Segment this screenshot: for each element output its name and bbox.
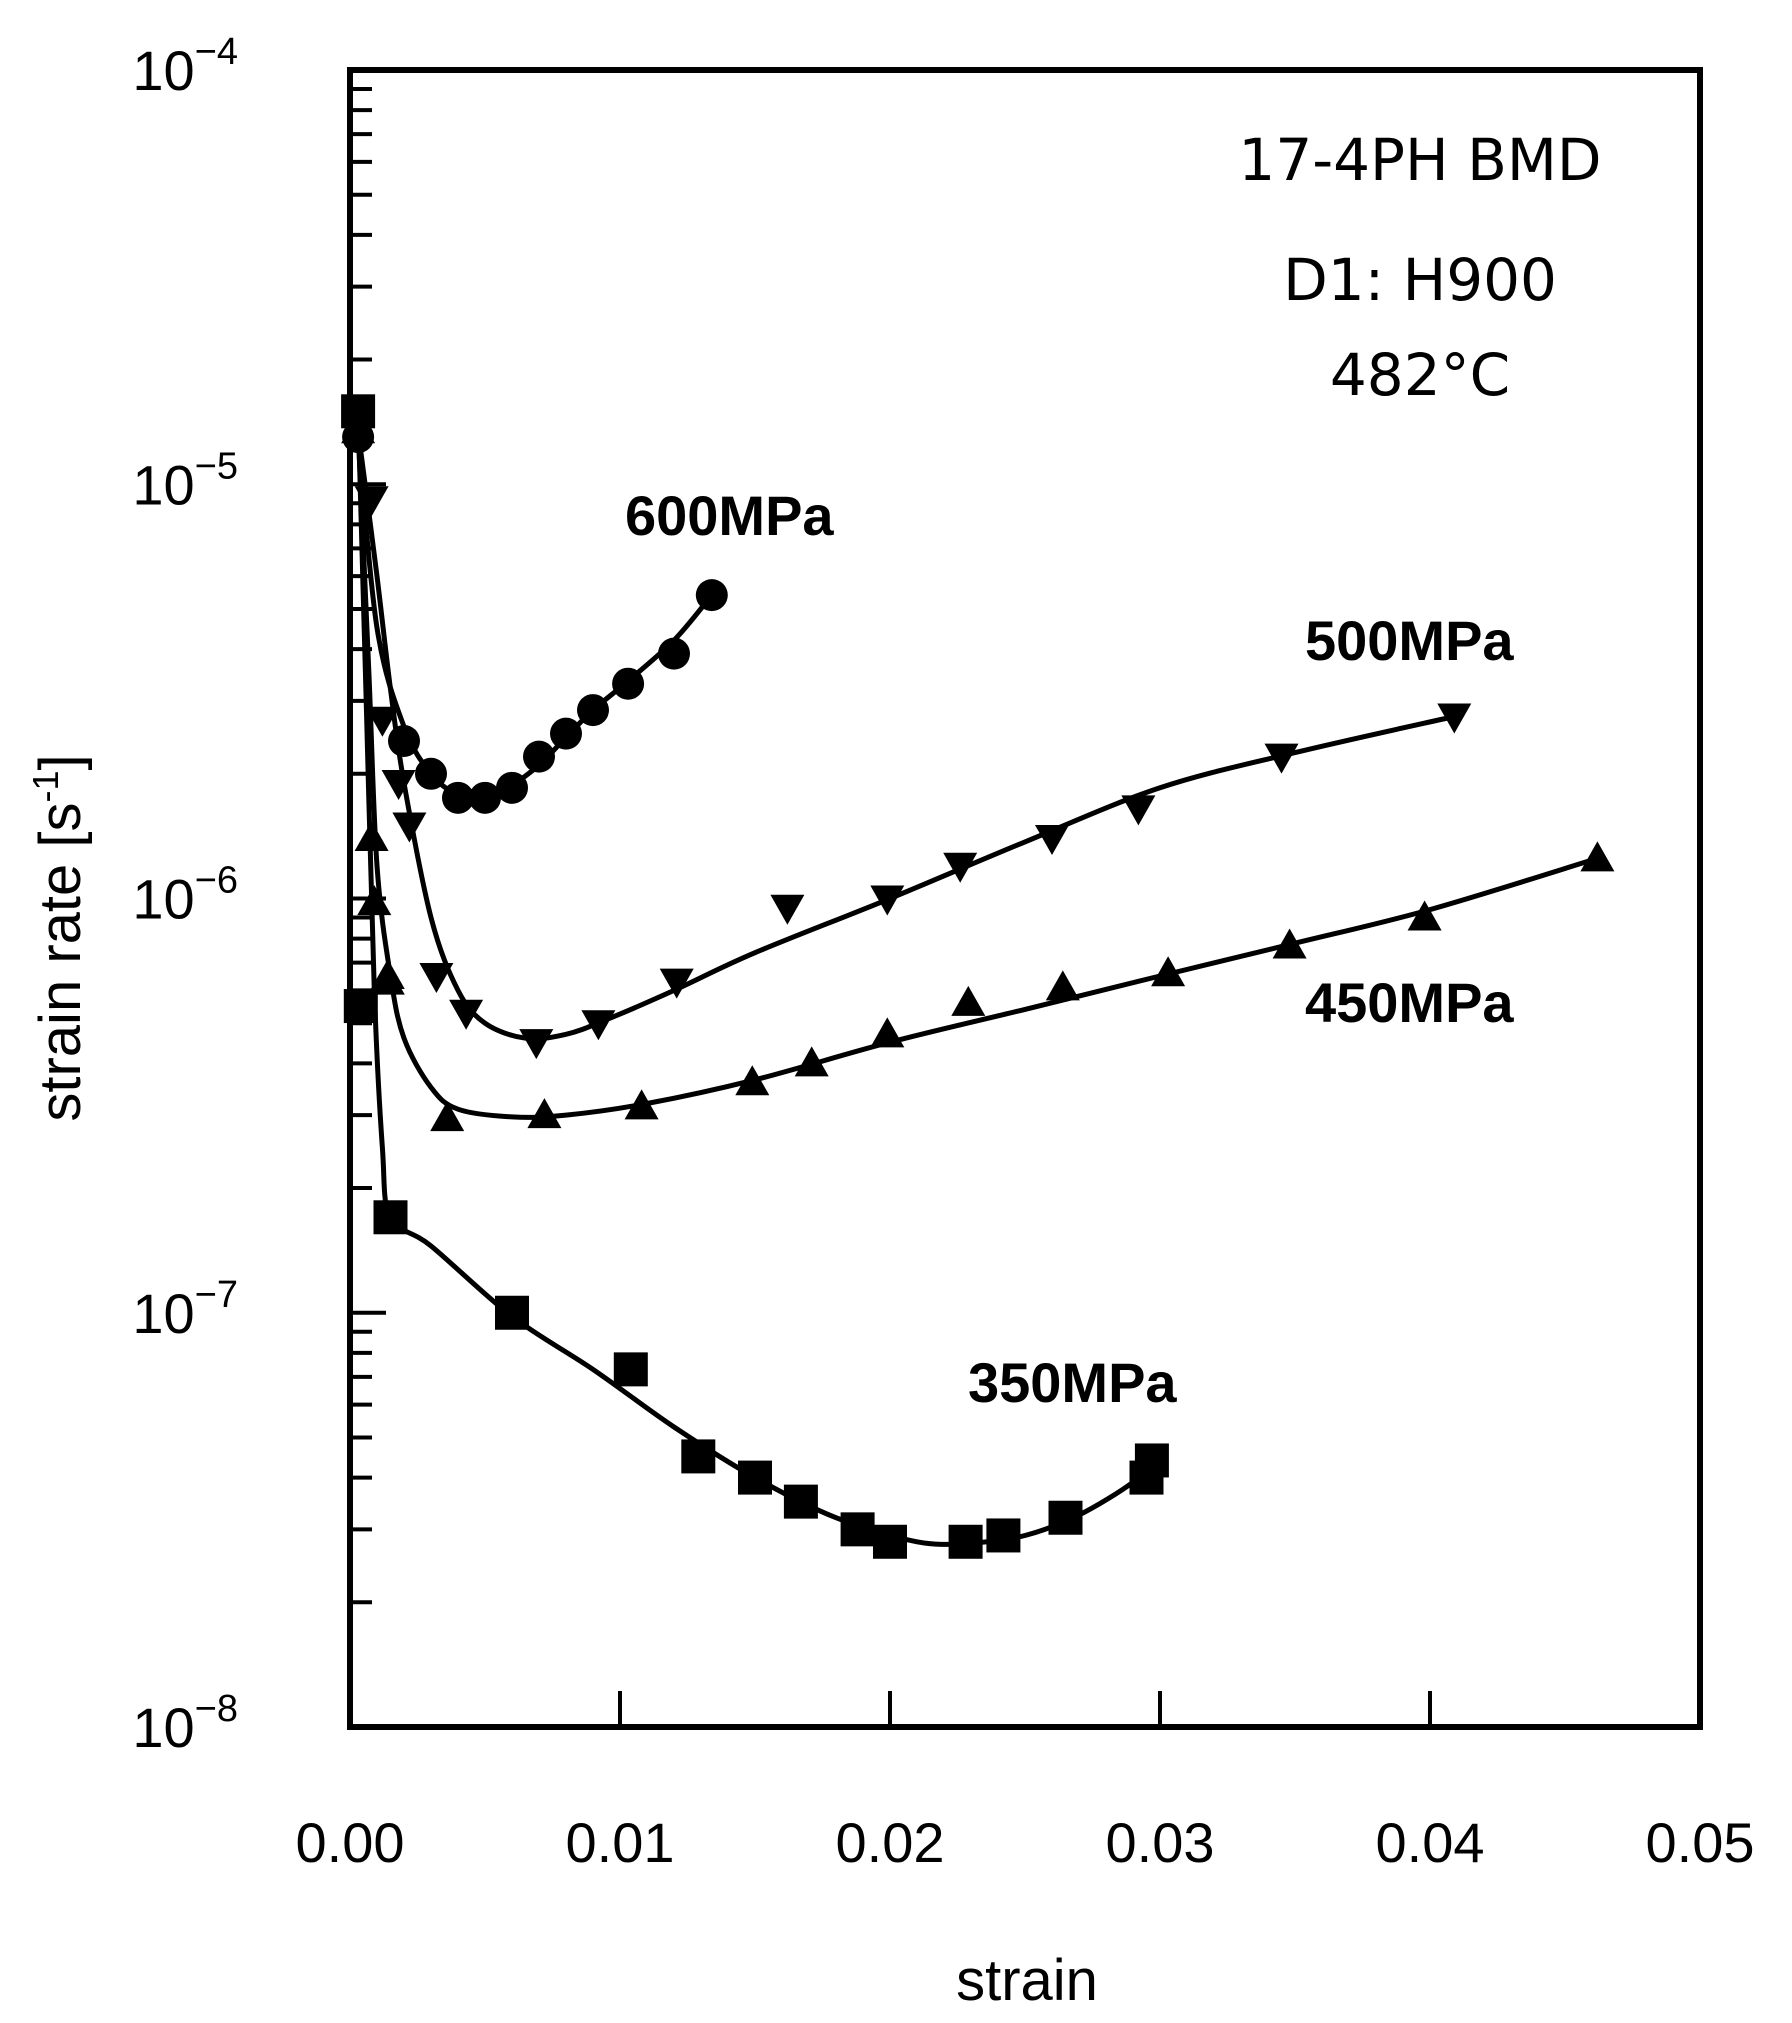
- series-label-600mpa: 600MPa: [625, 484, 834, 547]
- y-tick-base: 10: [132, 39, 194, 102]
- point-450mpa: [735, 1065, 770, 1096]
- point-500mpa: [770, 894, 805, 925]
- point-500mpa: [1264, 743, 1299, 774]
- curve-450mpa: [355, 430, 1599, 1120]
- axis-ticks: [348, 86, 1702, 1729]
- y-tick-base: 10: [132, 1282, 194, 1345]
- point-350mpa: [495, 1295, 529, 1330]
- point-350mpa: [948, 1524, 983, 1559]
- point-450mpa: [1580, 841, 1615, 872]
- y-tick-label: 10−4: [132, 31, 238, 102]
- y-tick-base: 10: [132, 868, 194, 931]
- point-600mpa: [388, 724, 420, 757]
- point-500mpa: [943, 852, 978, 883]
- x-tick-label: 0.04: [1376, 1811, 1485, 1874]
- point-350mpa: [373, 1200, 408, 1235]
- point-350mpa: [613, 1352, 648, 1387]
- point-350mpa: [738, 1460, 772, 1495]
- point-500mpa: [519, 1029, 554, 1060]
- point-500mpa: [419, 963, 454, 994]
- y-tick-base: 10: [132, 453, 194, 516]
- y-tick-labels: 10−410−510−610−710−8: [132, 31, 238, 1759]
- point-600mpa: [612, 667, 645, 700]
- point-450mpa: [1151, 956, 1186, 987]
- point-350mpa: [873, 1524, 907, 1559]
- x-tick-label: 0.00: [296, 1811, 405, 1874]
- y-axis-title: strain rate [s-1]: [25, 754, 93, 1121]
- y-tick-label: 10−6: [132, 860, 238, 931]
- point-600mpa: [415, 757, 447, 790]
- point-450mpa: [951, 985, 986, 1016]
- annotation-temperature: 482°C: [1330, 341, 1510, 409]
- point-450mpa: [1272, 928, 1307, 959]
- point-500mpa: [581, 1010, 616, 1041]
- x-tick-label: 0.02: [836, 1811, 945, 1874]
- point-500mpa: [1121, 795, 1156, 826]
- point-350mpa: [1134, 1443, 1169, 1478]
- series-label-500mpa: 500MPa: [1305, 609, 1514, 672]
- point-500mpa: [381, 770, 416, 801]
- point-450mpa: [794, 1046, 829, 1077]
- point-350mpa: [681, 1439, 716, 1474]
- y-tick-exponent: −6: [195, 860, 238, 902]
- point-450mpa: [1045, 970, 1080, 1001]
- annotation-material: 17-4PH BMD: [1238, 126, 1601, 194]
- y-tick-exponent: −4: [195, 31, 238, 73]
- series-label-350mpa: 350MPa: [968, 1351, 1177, 1414]
- y-tick-label: 10−7: [132, 1274, 238, 1345]
- y-axis-title-main: strain rate [s: [28, 803, 93, 1122]
- point-350mpa: [1048, 1500, 1083, 1535]
- point-450mpa: [354, 820, 389, 851]
- plot-frame: [347, 67, 1703, 1730]
- point-500mpa: [1035, 824, 1069, 855]
- y-tick-exponent: −7: [195, 1274, 238, 1316]
- series-label-450mpa: 450MPa: [1305, 971, 1514, 1034]
- point-600mpa: [469, 781, 501, 814]
- point-600mpa: [523, 740, 555, 773]
- y-tick-label: 10−8: [132, 1688, 238, 1759]
- x-axis-title: strain: [956, 1948, 1098, 2013]
- point-450mpa: [527, 1098, 562, 1129]
- x-tick-labels: 0.00 0.01 0.02 0.03 0.04 0.05: [296, 1811, 1755, 1874]
- point-450mpa: [624, 1089, 659, 1120]
- point-600mpa: [695, 579, 728, 612]
- point-450mpa: [430, 1101, 465, 1132]
- point-350mpa: [783, 1484, 818, 1519]
- data-markers: [341, 394, 1615, 1559]
- point-500mpa: [449, 999, 484, 1030]
- point-500mpa: [1437, 703, 1472, 734]
- point-350mpa: [986, 1518, 1021, 1553]
- point-500mpa: [870, 885, 905, 916]
- x-tick-label: 0.03: [1106, 1811, 1215, 1874]
- annotation-condition: D1: H900: [1283, 246, 1557, 314]
- point-600mpa: [577, 694, 609, 727]
- point-600mpa: [658, 637, 690, 670]
- point-450mpa: [370, 964, 405, 995]
- y-axis-title-close: ]: [28, 754, 93, 770]
- point-500mpa: [392, 812, 427, 843]
- point-500mpa: [659, 968, 694, 999]
- point-450mpa: [870, 1017, 905, 1048]
- x-tick-label: 0.05: [1646, 1811, 1755, 1874]
- y-tick-exponent: −5: [195, 445, 238, 487]
- y-tick-exponent: −8: [195, 1688, 238, 1730]
- point-500mpa: [365, 706, 400, 737]
- point-600mpa: [550, 717, 582, 750]
- y-tick-label: 10−5: [132, 445, 238, 516]
- point-600mpa: [496, 771, 528, 804]
- x-tick-label: 0.01: [566, 1811, 675, 1874]
- point-350mpa: [341, 394, 376, 429]
- point-600mpa: [442, 781, 474, 814]
- y-axis-title-exponent: -1: [25, 770, 66, 802]
- point-350mpa: [840, 1512, 875, 1547]
- y-tick-base: 10: [132, 1696, 194, 1759]
- point-450mpa: [1407, 900, 1442, 931]
